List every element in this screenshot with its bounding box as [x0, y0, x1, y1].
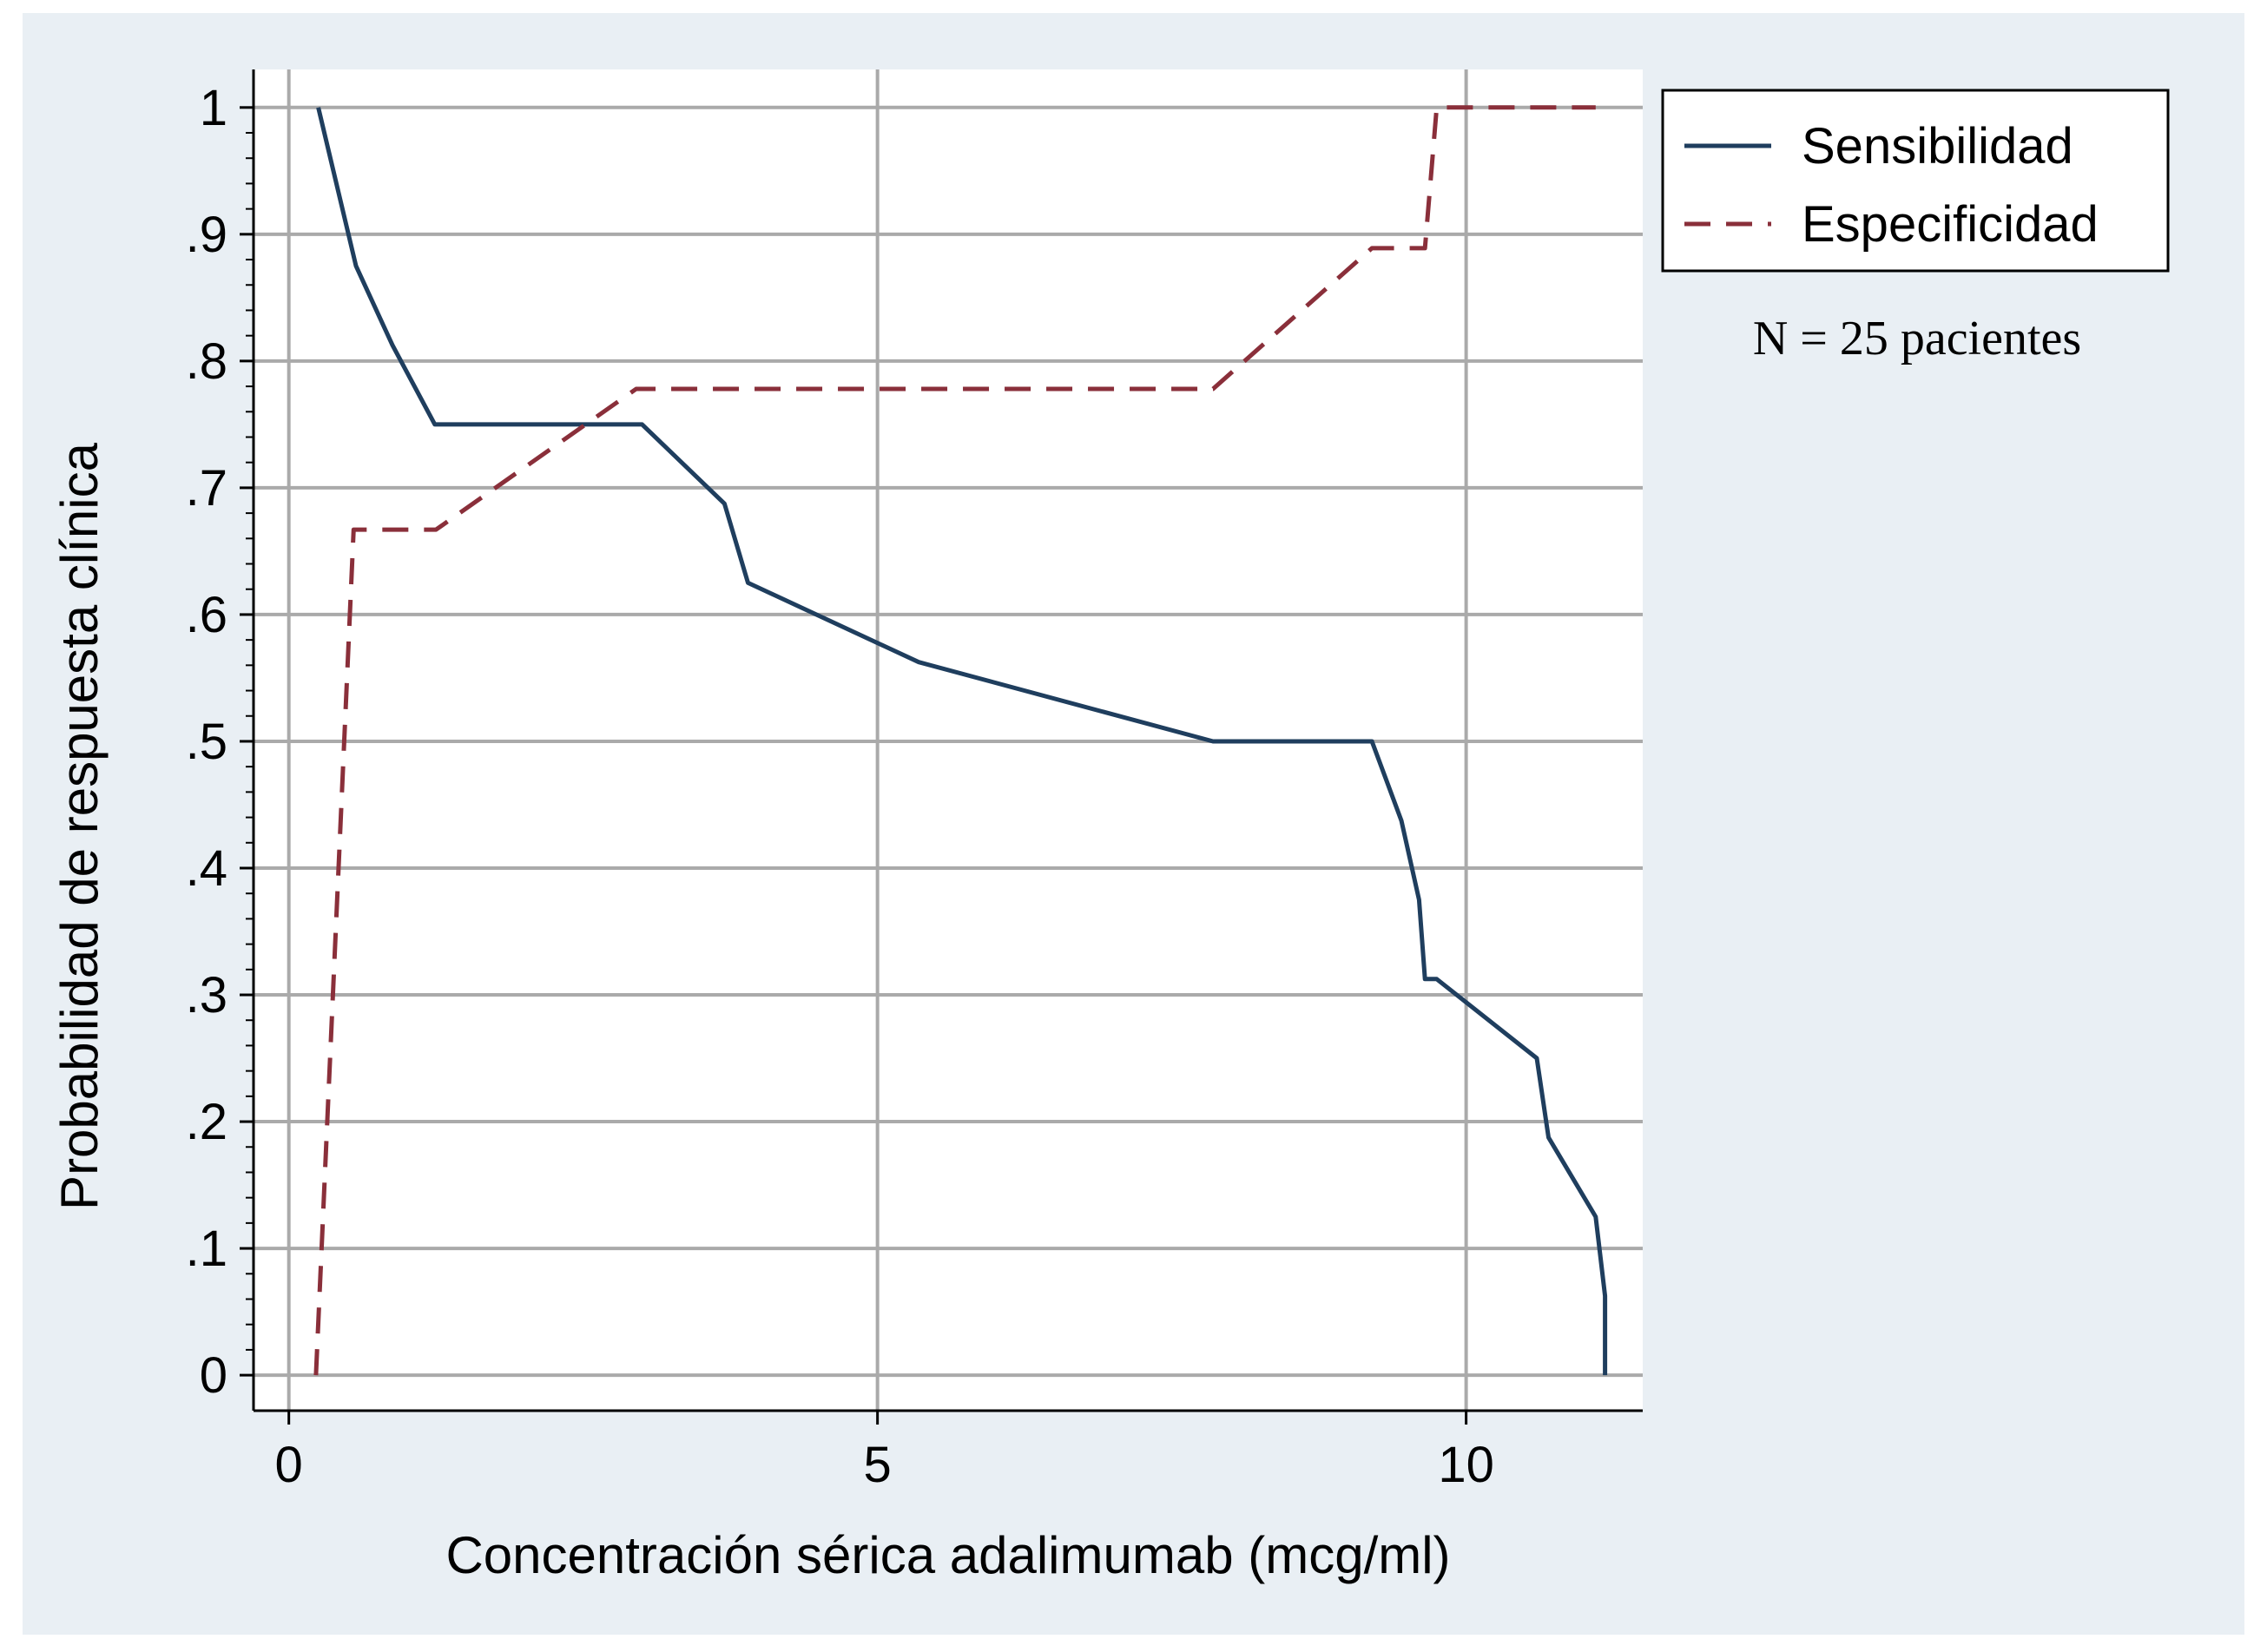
- x-axis-title: Concentración sérica adalimumab (mcg/ml): [445, 1526, 1450, 1584]
- sample-size-note: N = 25 pacientes: [1753, 312, 2081, 365]
- x-tick-label: 5: [864, 1437, 892, 1493]
- legend: Sensibilidad Especificidad: [1661, 89, 2170, 273]
- especificidad-line: [313, 105, 1596, 1376]
- series-lines: [313, 105, 1608, 1376]
- y-tick-label: .1: [186, 1221, 227, 1277]
- y-tick-label: .3: [186, 967, 227, 1023]
- legend-label-sensibilidad: Sensibilidad: [1802, 118, 2073, 174]
- sensibilidad-line: [316, 107, 1608, 1376]
- y-tick-label: 0: [200, 1347, 227, 1404]
- legend-box: [1661, 89, 2170, 273]
- x-tick-label: 10: [1438, 1437, 1494, 1493]
- legend-label-especificidad: Especificidad: [1802, 196, 2099, 253]
- y-tick-label: .4: [186, 840, 227, 897]
- y-tick-label: .9: [186, 207, 227, 263]
- y-tick-label: .8: [186, 333, 227, 390]
- y-tick-label: .2: [186, 1094, 227, 1150]
- grid: [254, 69, 1643, 1411]
- y-tick-label: .6: [186, 587, 227, 643]
- y-tick-label: .7: [186, 460, 227, 517]
- y-axis-title: Probabilidad de respuesta clínica: [50, 442, 109, 1210]
- ticks: 0.1.2.3.4.5.6.7.8.910 5 10: [186, 80, 1494, 1493]
- y-tick-label: .5: [186, 714, 227, 770]
- y-tick-label: 1: [200, 80, 227, 136]
- x-tick-label: 0: [275, 1437, 303, 1493]
